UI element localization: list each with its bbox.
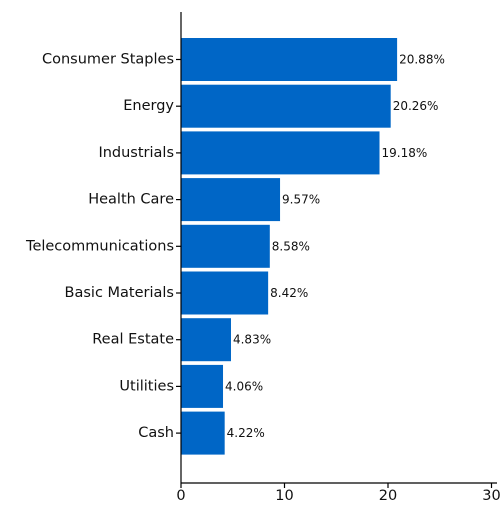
bar-8 (181, 411, 225, 455)
value-label: 4.06% (225, 379, 263, 393)
y-ticks-group (176, 58, 181, 434)
bar-1 (181, 84, 391, 128)
value-label: 8.58% (272, 239, 310, 253)
category-label: Utilities (119, 378, 174, 394)
bar-7 (181, 364, 224, 408)
bar-3 (181, 178, 281, 222)
value-label: 4.22% (227, 426, 265, 440)
bar-0 (181, 38, 398, 81)
bar-6 (181, 318, 231, 362)
category-label: Energy (123, 98, 174, 114)
value-label: 9.57% (282, 193, 320, 207)
x-ticks-group: 0 10 20 30 (176, 483, 501, 504)
category-label: Real Estate (92, 332, 174, 348)
category-label: Health Care (88, 192, 174, 208)
value-label: 19.18% (382, 146, 428, 160)
bars-group (181, 38, 398, 455)
bar-2 (181, 131, 380, 175)
value-label: 20.26% (393, 99, 439, 113)
value-label: 8.42% (270, 286, 308, 300)
x-tick-label: 0 (176, 488, 185, 504)
value-label: 4.83% (233, 333, 271, 347)
category-label: Industrials (98, 145, 174, 161)
category-label: Consumer Staples (42, 52, 174, 68)
bar-4 (181, 224, 270, 268)
value-label: 20.88% (399, 53, 445, 67)
value-labels-group: 20.88% 20.26% 19.18% 9.57% 8.58% 8.42% 4.83% 4.… (225, 53, 445, 441)
category-label: Telecommunications (25, 238, 174, 254)
category-labels-group: Consumer Staples Energy Industrials Health … (25, 52, 174, 442)
x-tick-label: 10 (275, 488, 293, 504)
x-tick-label: 30 (482, 488, 500, 504)
category-label: Basic Materials (65, 285, 174, 301)
x-tick-label: 20 (379, 488, 397, 504)
category-label: Cash (138, 425, 174, 441)
bar-5 (181, 271, 269, 315)
